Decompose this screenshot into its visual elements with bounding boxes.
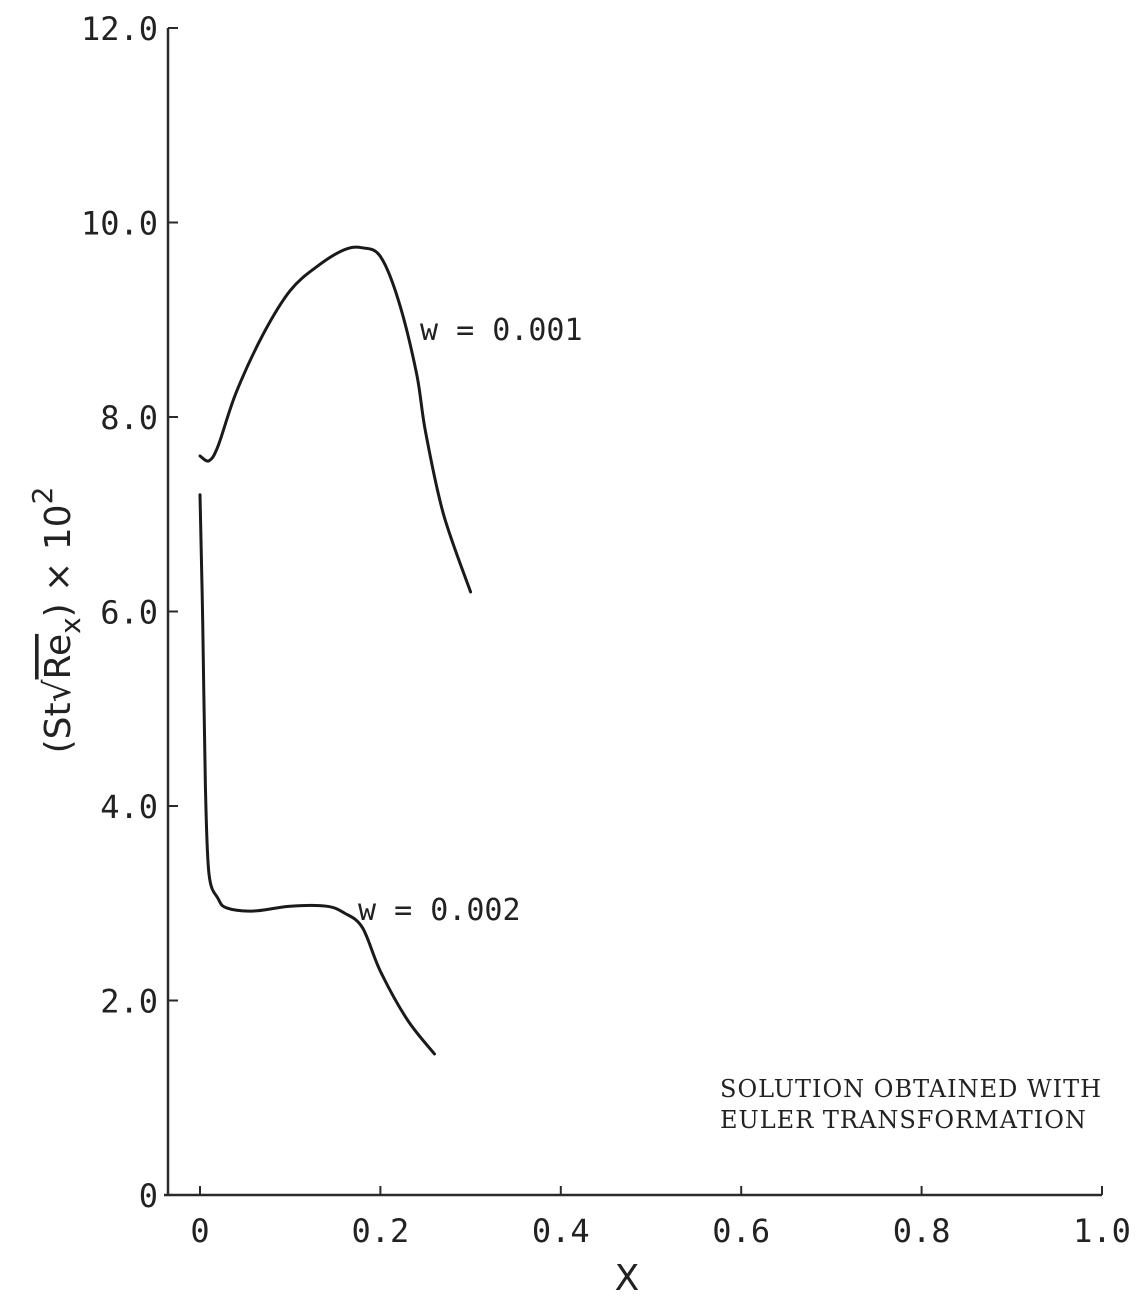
axes bbox=[164, 28, 1102, 1197]
y-axis-title-sqrt: √ bbox=[38, 679, 79, 702]
y-axis-title-prefix: (St bbox=[38, 702, 79, 753]
y-tick-label: 0 bbox=[139, 1177, 158, 1215]
y-ticks: 0 2.0 4.0 6.0 8.0 10.0 12.0 bbox=[81, 10, 178, 1215]
x-tick-label: 1.0 bbox=[1073, 1212, 1131, 1250]
y-axis-title-exponent: 2 bbox=[26, 487, 59, 505]
y-tick-label: 2.0 bbox=[100, 983, 158, 1021]
annotation-box: SOLUTION OBTAINED WITH EULER TRANSFORMAT… bbox=[720, 1075, 1102, 1134]
series-label-w-0.001: w = 0.001 bbox=[420, 313, 583, 348]
series-label-w-0.002: w = 0.002 bbox=[358, 893, 521, 928]
x-tick-label: 0 bbox=[190, 1212, 209, 1250]
y-axis-title-suffix: ) × 10 bbox=[38, 504, 79, 617]
y-tick-label: 6.0 bbox=[100, 594, 158, 632]
y-axis-title-subscript: x bbox=[54, 617, 87, 634]
y-tick-label: 4.0 bbox=[100, 788, 158, 826]
y-tick-label: 10.0 bbox=[81, 205, 158, 243]
x-tick-label: 0.6 bbox=[712, 1212, 770, 1250]
y-tick-label: 12.0 bbox=[81, 10, 158, 48]
y-tick-label: 8.0 bbox=[100, 399, 158, 437]
series-layer bbox=[198, 245, 473, 1056]
svg-text:(St√Rex) × 102: (St√Rex) × 102 bbox=[26, 487, 87, 754]
x-tick-label: 0.4 bbox=[532, 1212, 590, 1250]
y-axis-title-radicand: Re bbox=[38, 634, 79, 680]
x-tick-label: 0.8 bbox=[893, 1212, 951, 1250]
x-tick-label: 0.2 bbox=[352, 1212, 410, 1250]
curve-labels: w = 0.001 w = 0.002 bbox=[358, 313, 583, 928]
y-axis-title: (St√Rex) × 102 bbox=[26, 487, 87, 754]
annotation-line-2: EULER TRANSFORMATION bbox=[720, 1106, 1087, 1134]
x-axis-title: X bbox=[615, 1258, 640, 1298]
annotation-line-1: SOLUTION OBTAINED WITH bbox=[720, 1075, 1102, 1103]
series-line-0 bbox=[198, 245, 473, 594]
series-line-1 bbox=[198, 493, 436, 1056]
x-ticks: 0 0.2 0.4 0.6 0.8 1.0 bbox=[190, 1186, 1131, 1250]
